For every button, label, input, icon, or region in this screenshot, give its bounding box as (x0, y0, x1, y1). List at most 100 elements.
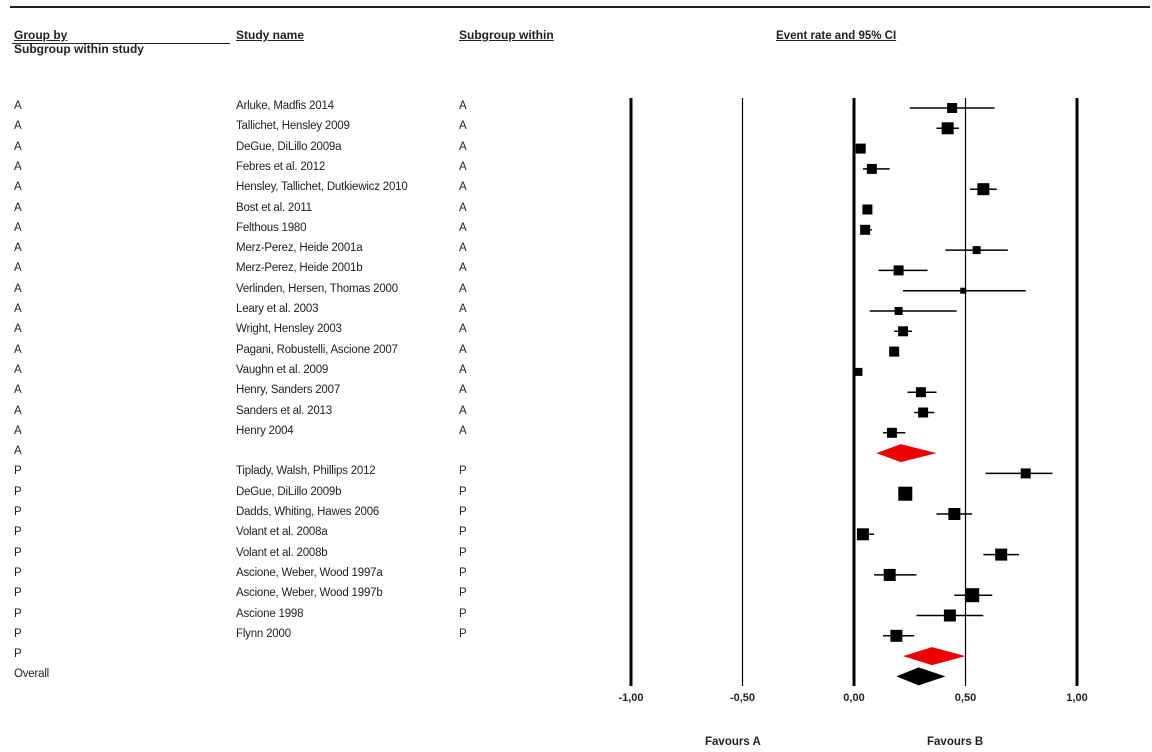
row-subgroup: A (459, 343, 467, 356)
point-estimate (855, 143, 866, 154)
row-study-name: Wright, Hensley 2003 (236, 323, 342, 336)
row-study-name: Felthous 1980 (236, 221, 307, 234)
header-study-name: Study name (236, 28, 305, 42)
point-estimate (854, 367, 863, 376)
row-subgroup: A (459, 262, 467, 275)
point-estimate (977, 183, 990, 196)
row-study-name: Volant et al. 2008b (236, 546, 328, 559)
row-subgroup: P (459, 627, 467, 640)
point-estimate (890, 629, 903, 642)
row-group: P (14, 465, 22, 478)
row-subgroup: A (459, 160, 467, 173)
point-estimate (918, 407, 929, 418)
row-group: A (14, 282, 22, 295)
x-tick-label: 0,00 (843, 692, 864, 704)
row-group: A (14, 384, 22, 397)
row-group: P (14, 627, 22, 640)
row-subgroup: P (459, 465, 467, 478)
x-tick-label: 0,50 (955, 692, 976, 704)
header-subgroup-within-study: Subgroup within study (14, 42, 144, 56)
point-estimate (862, 204, 873, 215)
row-subgroup: P (459, 546, 467, 559)
x-tick-label: -1,00 (618, 692, 643, 704)
point-estimate (965, 588, 980, 603)
row-study-name: Hensley, Tallichet, Dutkiewicz 2010 (236, 181, 408, 194)
row-subgroup: P (459, 566, 467, 579)
point-estimate (995, 548, 1008, 561)
row-study-name: Henry, Sanders 2007 (236, 384, 341, 397)
row-subgroup: A (459, 120, 467, 133)
row-group: P (14, 506, 22, 518)
row-subgroup: A (459, 303, 467, 315)
row-group: A (14, 201, 22, 214)
row-group: P (14, 485, 22, 498)
row-subgroup: P (459, 485, 467, 498)
point-estimate (889, 346, 900, 357)
row-study-name: DeGue, DiLillo 2009a (236, 140, 342, 153)
row-group: P (14, 546, 22, 559)
row-study-name: Sanders et al. 2013 (236, 404, 332, 417)
point-estimate (883, 568, 896, 581)
row-group: A (14, 100, 22, 112)
row-group: A (14, 120, 22, 133)
row-group: A (14, 424, 22, 437)
row-group: P (14, 587, 22, 600)
row-study-name: Ascione, Weber, Wood 1997a (236, 566, 383, 579)
point-estimate (1020, 468, 1031, 479)
row-study-name: Arluke, Madfis 2014 (236, 100, 334, 112)
row-group: P (14, 566, 22, 579)
row-subgroup: A (459, 242, 467, 255)
row-group: A (14, 181, 22, 194)
row-study-name: Vaughn et al. 2009 (236, 363, 329, 376)
row-group: A (14, 160, 22, 173)
row-study-name: Merz-Perez, Heide 2001b (236, 262, 363, 275)
header-subgroup-within: Subgroup within (459, 28, 554, 42)
row-subgroup: A (459, 140, 467, 153)
row-group: A (14, 262, 22, 275)
x-tick-label: 1,00 (1066, 692, 1087, 704)
top-rule (10, 6, 1150, 8)
point-estimate (898, 486, 913, 501)
header-event-rate: Event rate and 95% CI (776, 30, 897, 42)
summary-diamond (896, 667, 946, 686)
point-estimate (943, 609, 956, 622)
point-estimate (894, 307, 903, 315)
row-group: P (14, 648, 22, 661)
favours-left-label: Favours A (705, 736, 761, 748)
point-estimate (960, 287, 967, 294)
row-group: Overall (14, 668, 50, 681)
header-group-by: Group by (14, 28, 68, 42)
row-subgroup: A (459, 363, 467, 376)
point-estimate (941, 122, 954, 135)
point-estimate (866, 163, 877, 174)
row-study-name: Flynn 2000 (236, 627, 291, 640)
row-study-name: Verlinden, Hersen, Thomas 2000 (236, 282, 398, 295)
row-study-name: Dadds, Whiting, Hawes 2006 (236, 506, 380, 518)
row-group: A (14, 445, 22, 458)
point-estimate (860, 224, 871, 235)
point-estimate (948, 508, 961, 520)
row-study-name: Bost et al. 2011 (236, 201, 312, 214)
row-group: P (14, 607, 22, 620)
row-subgroup: P (459, 587, 467, 600)
row-group: A (14, 221, 22, 234)
row-study-name: Tiplady, Walsh, Phillips 2012 (236, 465, 376, 478)
row-subgroup: A (459, 201, 467, 214)
row-group: A (14, 303, 22, 315)
row-study-name: Ascione, Weber, Wood 1997b (236, 587, 383, 600)
row-subgroup: A (459, 384, 467, 397)
row-study-name: Febres et al. 2012 (236, 160, 326, 173)
row-subgroup: A (459, 221, 467, 234)
row-group: P (14, 526, 22, 539)
row-study-name: Merz-Perez, Heide 2001a (236, 242, 363, 255)
row-study-name: Henry 2004 (236, 424, 294, 437)
row-subgroup: A (459, 100, 467, 112)
point-estimate (915, 387, 926, 398)
point-estimate (972, 246, 981, 255)
point-estimate (886, 427, 897, 438)
row-subgroup: P (459, 506, 467, 518)
row-study-name: Leary et al. 2003 (236, 303, 319, 315)
point-estimate (856, 528, 869, 541)
row-group: A (14, 404, 22, 417)
